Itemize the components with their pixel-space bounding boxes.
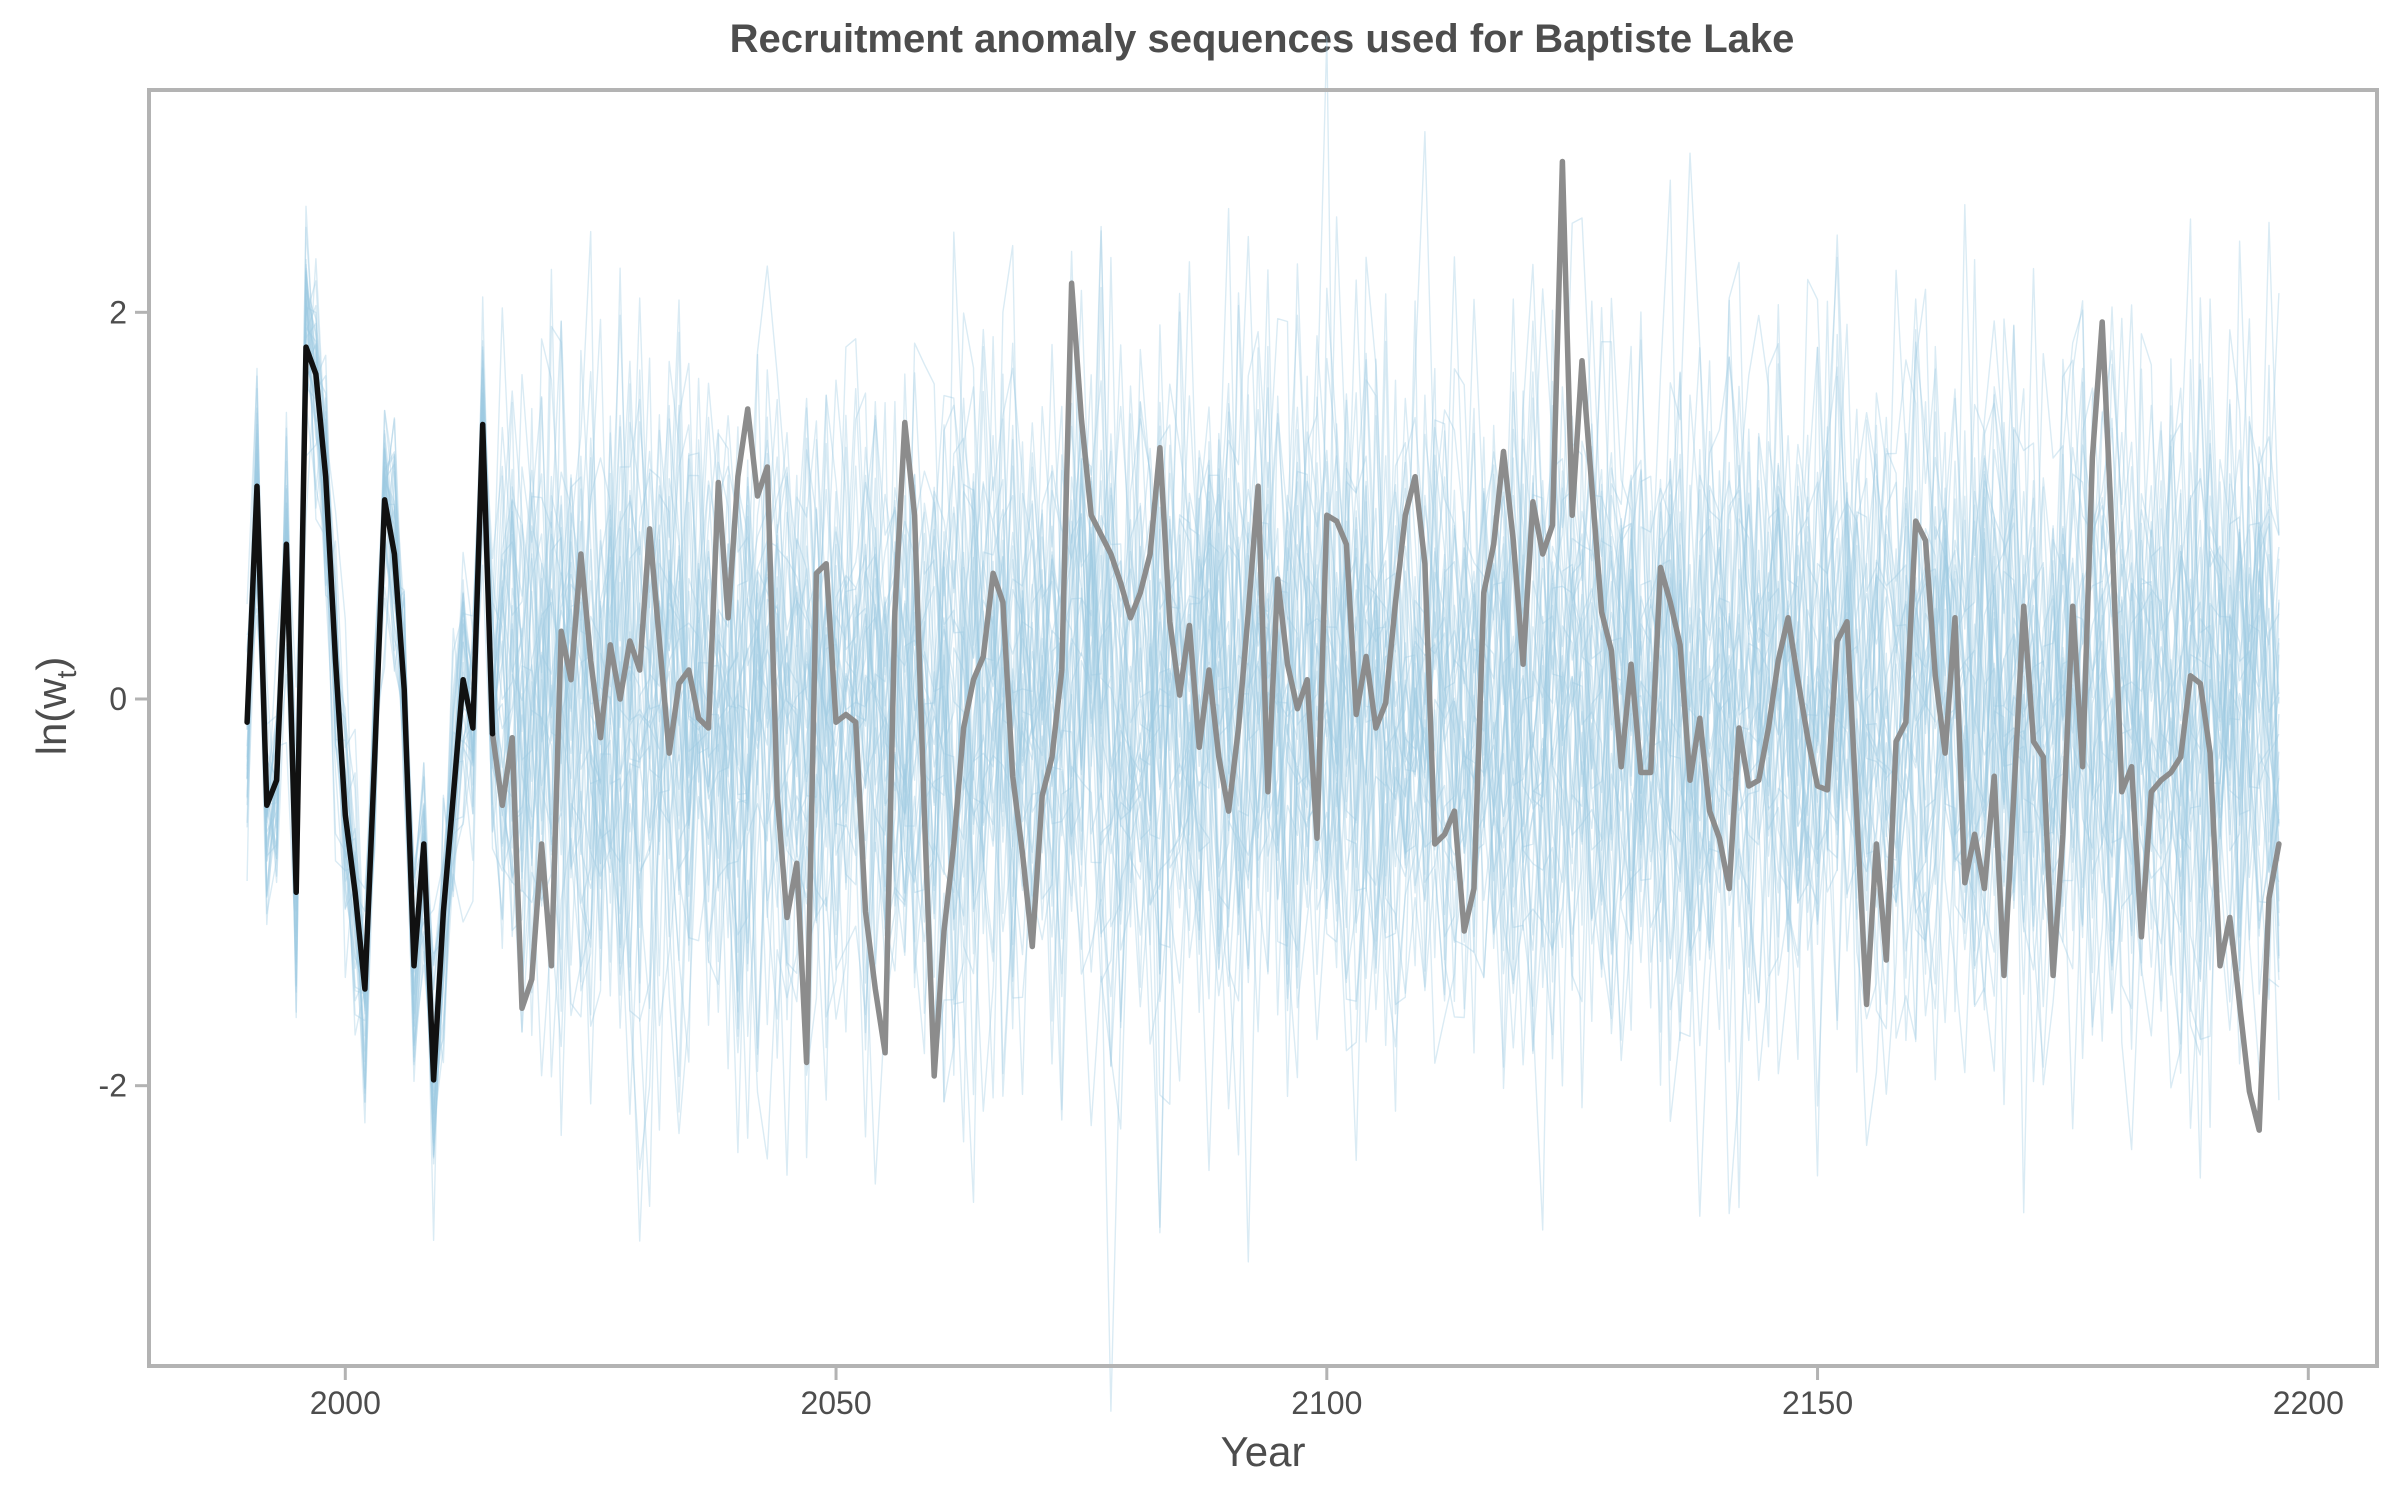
simulation-line [246, 314, 2280, 1185]
main-lines [244, 158, 2282, 1133]
y-axis-title: ln(wt) [28, 657, 82, 756]
x-tick-label: 2100 [1291, 1385, 1362, 1421]
observed-line [244, 344, 496, 1083]
y-axis-title-main: ln(w [28, 678, 75, 756]
y-tick-label: 2 [109, 294, 127, 330]
simulation-line [246, 297, 2280, 1143]
simulation-line [246, 288, 2280, 1130]
chart-title: Recruitment anomaly sequences used for B… [730, 17, 1795, 61]
x-axis-title: Year [1221, 1428, 1306, 1475]
x-tick-label: 2200 [2273, 1385, 2344, 1421]
x-tick-label: 2150 [1782, 1385, 1853, 1421]
simulation-line [246, 179, 2280, 1130]
x-tick-label: 2050 [800, 1385, 871, 1421]
simulation-line [246, 235, 2280, 1214]
simulation-line [246, 35, 2280, 1120]
y-tick-label: -2 [99, 1068, 127, 1104]
simulation-line [246, 292, 2280, 1171]
simulation-line [246, 250, 2280, 1176]
example-projection-line [489, 158, 2282, 1133]
x-axis: 2000 2050 2100 2150 2200 [310, 1368, 2344, 1421]
simulation-line [246, 263, 2280, 1228]
simulation-line [246, 207, 2280, 1111]
simulation-line [246, 271, 2280, 1160]
y-axis-title-close: ) [28, 657, 75, 671]
simulation-line [246, 327, 2280, 1107]
x-tick-label: 2000 [310, 1385, 381, 1421]
simulation-line [246, 279, 2280, 1217]
simulation-line [246, 152, 2280, 1159]
panel-border [147, 88, 2379, 1368]
y-axis: 2 0 -2 [99, 294, 147, 1104]
y-axis-title-subscript: t [51, 670, 82, 678]
y-tick-label: 0 [109, 681, 127, 717]
simulation-line [246, 205, 2280, 1231]
